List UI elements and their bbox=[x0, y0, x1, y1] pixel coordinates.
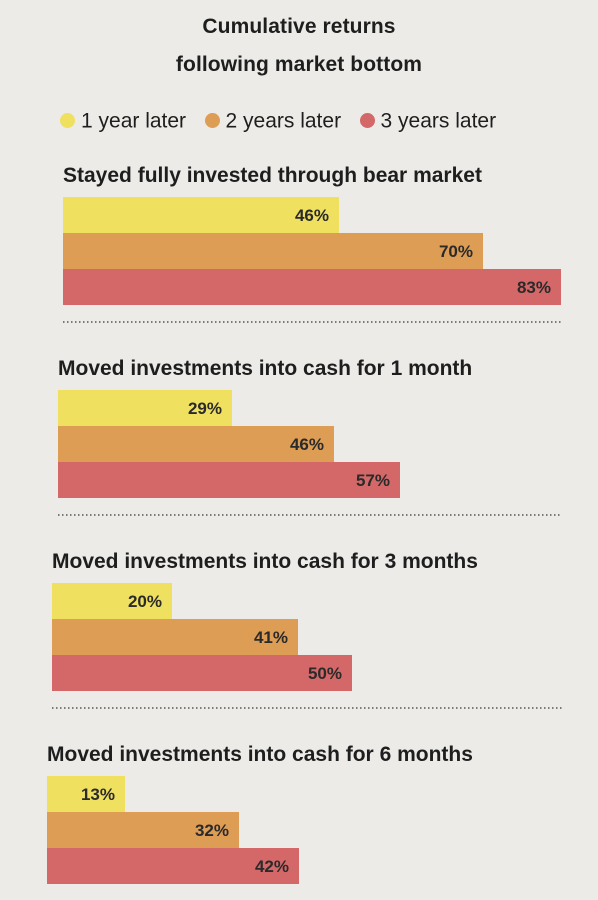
legend-swatch-1-year bbox=[60, 113, 75, 128]
bar-panel-3-2-years bbox=[52, 619, 298, 655]
legend-swatch-3-years bbox=[359, 113, 375, 128]
bar-panel-1-3-years bbox=[63, 269, 561, 305]
value-label-panel-3-1-year: 20% bbox=[128, 592, 162, 611]
panel-title-2: Moved investments into cash for 1 month bbox=[58, 357, 472, 380]
bar-panel-2-1-year bbox=[58, 390, 232, 426]
bar-panel-3-1-year bbox=[52, 583, 172, 619]
legend: 1 year later 2 years later 3 years later bbox=[60, 109, 510, 135]
chart-title-line-2: following market bottom bbox=[175, 53, 423, 76]
bar-panel-4-1-year bbox=[47, 776, 125, 812]
chart-title-line-1: Cumulative returns bbox=[202, 15, 396, 38]
panel-title-4: Moved investments into cash for 6 months bbox=[47, 743, 473, 766]
bar-panel-2-3-years bbox=[58, 462, 400, 498]
value-label-panel-3-2-years: 41% bbox=[254, 628, 288, 647]
bar-panel-1-1-year bbox=[63, 197, 339, 233]
value-label-panel-4-2-years: 32% bbox=[195, 821, 229, 840]
bar-panel-3-3-years bbox=[52, 655, 352, 691]
legend-item-3-years: 3 years later bbox=[359, 109, 497, 133]
value-label-panel-2-1-year: 29% bbox=[188, 399, 222, 418]
legend-label-1-year: 1 year later bbox=[81, 109, 187, 133]
legend-label-2-years: 2 years later bbox=[225, 109, 342, 133]
value-label-panel-2-3-years: 57% bbox=[356, 471, 390, 490]
legend-item-2-years: 2 years later bbox=[204, 109, 342, 133]
bar-panel-4-3-years bbox=[47, 848, 299, 884]
legend-swatch-2-years bbox=[204, 113, 220, 128]
legend-label-3-years: 3 years later bbox=[380, 109, 497, 133]
value-label-panel-1-2-years: 70% bbox=[439, 242, 473, 261]
bar-panel-4-2-years bbox=[47, 812, 239, 848]
value-label-panel-2-2-years: 46% bbox=[290, 435, 324, 454]
bar-panel-1-2-years bbox=[63, 233, 483, 269]
legend-item-1-year: 1 year later bbox=[60, 109, 186, 133]
panel-title-1: Stayed fully invested through bear marke… bbox=[63, 164, 482, 187]
value-label-panel-1-3-years: 83% bbox=[517, 278, 551, 297]
value-label-panel-3-3-years: 50% bbox=[308, 664, 342, 683]
value-label-panel-4-1-year: 13% bbox=[81, 785, 115, 804]
panel-title-3: Moved investments into cash for 3 months bbox=[52, 550, 478, 573]
value-label-panel-1-1-year: 46% bbox=[295, 206, 329, 225]
bar-panel-2-2-years bbox=[58, 426, 334, 462]
value-label-panel-4-3-years: 42% bbox=[255, 857, 289, 876]
